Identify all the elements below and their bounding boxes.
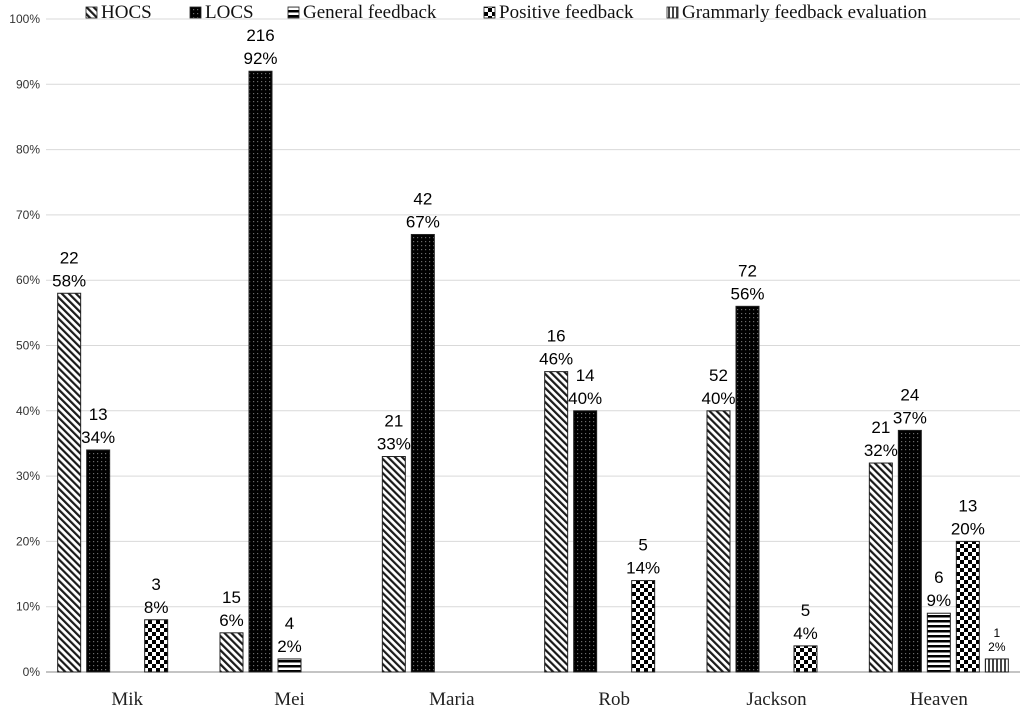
- y-tick-label: 100%: [9, 12, 40, 26]
- y-tick-label: 50%: [16, 339, 40, 353]
- legend-label: Grammarly feedback evaluation: [682, 2, 927, 23]
- data-label: 21 33%: [377, 412, 411, 454]
- y-tick-label: 40%: [16, 404, 40, 418]
- bar-grammarly-feedback-evaluation-heaven: [984, 658, 1009, 673]
- data-label: 5 4%: [793, 601, 818, 643]
- legend-swatch: [666, 6, 679, 19]
- data-label: 6 9%: [927, 568, 952, 610]
- legend-item: Positive feedback: [483, 2, 634, 23]
- bar-positive-feedback-jackson: [793, 645, 818, 673]
- bar-general-feedback-heaven: [926, 612, 951, 673]
- y-tick-label: 80%: [16, 143, 40, 157]
- legend-swatch: [287, 6, 300, 19]
- gridlines: [46, 18, 1020, 673]
- x-axis: Mik Mei Maria Rob Jackson Heaven: [111, 689, 968, 710]
- bar-hocs-jackson: [706, 410, 731, 673]
- bar-general-feedback-mei: [277, 658, 302, 673]
- bar-locs-rob: [573, 410, 598, 673]
- bar-locs-mei: [248, 70, 273, 673]
- y-tick-label: 60%: [16, 273, 40, 287]
- data-label: 1 2%: [988, 626, 1006, 654]
- bar-hocs-heaven: [868, 462, 893, 673]
- data-label: 13 34%: [81, 405, 115, 447]
- data-label: 52 40%: [701, 366, 735, 408]
- data-label: 14 40%: [568, 366, 602, 408]
- data-label: 42 67%: [406, 189, 440, 231]
- bar-locs-jackson: [735, 305, 760, 673]
- bar-hocs-rob: [544, 371, 569, 673]
- data-label: 15 6%: [219, 588, 244, 630]
- legend-label: LOCS: [205, 2, 254, 23]
- x-tick-label: Rob: [598, 689, 630, 710]
- legend-swatch: [483, 6, 496, 19]
- bar-locs-heaven: [897, 429, 922, 673]
- data-label: 13 20%: [951, 496, 985, 538]
- bar-positive-feedback-mik: [144, 619, 169, 673]
- data-label: 21 32%: [864, 418, 898, 460]
- data-label: 216 92%: [243, 26, 277, 68]
- legend-label: General feedback: [303, 2, 437, 23]
- legend-item: HOCS: [85, 2, 152, 23]
- bar-locs-mik: [86, 449, 111, 673]
- y-tick-label: 10%: [16, 600, 40, 614]
- x-tick-label: Heaven: [910, 689, 969, 710]
- legend-item: LOCS: [189, 2, 254, 23]
- legend-swatch: [189, 6, 202, 19]
- data-label: 72 56%: [730, 261, 764, 303]
- data-label: 16 46%: [539, 327, 573, 369]
- bar-locs-maria: [410, 233, 435, 673]
- y-tick-label: 0%: [23, 665, 41, 679]
- data-label: 3 8%: [144, 575, 169, 617]
- y-tick-label: 90%: [16, 77, 40, 91]
- bar-positive-feedback-heaven: [955, 540, 980, 673]
- y-axis: 0% 10% 20% 30% 40% 50% 60% 70% 80% 90% 100%: [9, 12, 40, 679]
- legend: HOCS LOCS General feedback Positive feedbac…: [85, 2, 927, 23]
- y-tick-label: 20%: [16, 534, 40, 548]
- bar-positive-feedback-rob: [631, 580, 656, 673]
- legend-swatch: [85, 6, 98, 19]
- x-tick-label: Mei: [274, 689, 305, 710]
- legend-label: HOCS: [101, 2, 152, 23]
- bars: [57, 70, 1009, 673]
- y-tick-label: 70%: [16, 208, 40, 222]
- data-labels: 22 58% 13 34% 3 8% 15 6% 216 92% 4 2% 21 33% 42 67% 16 46…: [52, 26, 1006, 656]
- bar-hocs-mik: [57, 292, 82, 673]
- x-tick-label: Maria: [429, 689, 475, 710]
- x-tick-label: Jackson: [746, 689, 807, 710]
- y-tick-label: 30%: [16, 469, 40, 483]
- data-label: 5 14%: [626, 536, 660, 578]
- data-label: 22 58%: [52, 248, 86, 290]
- bar-hocs-maria: [381, 456, 406, 673]
- legend-item: General feedback: [287, 2, 437, 23]
- data-label: 4 2%: [277, 614, 302, 656]
- data-label: 24 37%: [893, 385, 927, 427]
- bar-hocs-mei: [219, 632, 244, 673]
- legend-label: Positive feedback: [499, 2, 634, 23]
- x-tick-label: Mik: [111, 689, 143, 710]
- legend-item: Grammarly feedback evaluation: [666, 2, 927, 23]
